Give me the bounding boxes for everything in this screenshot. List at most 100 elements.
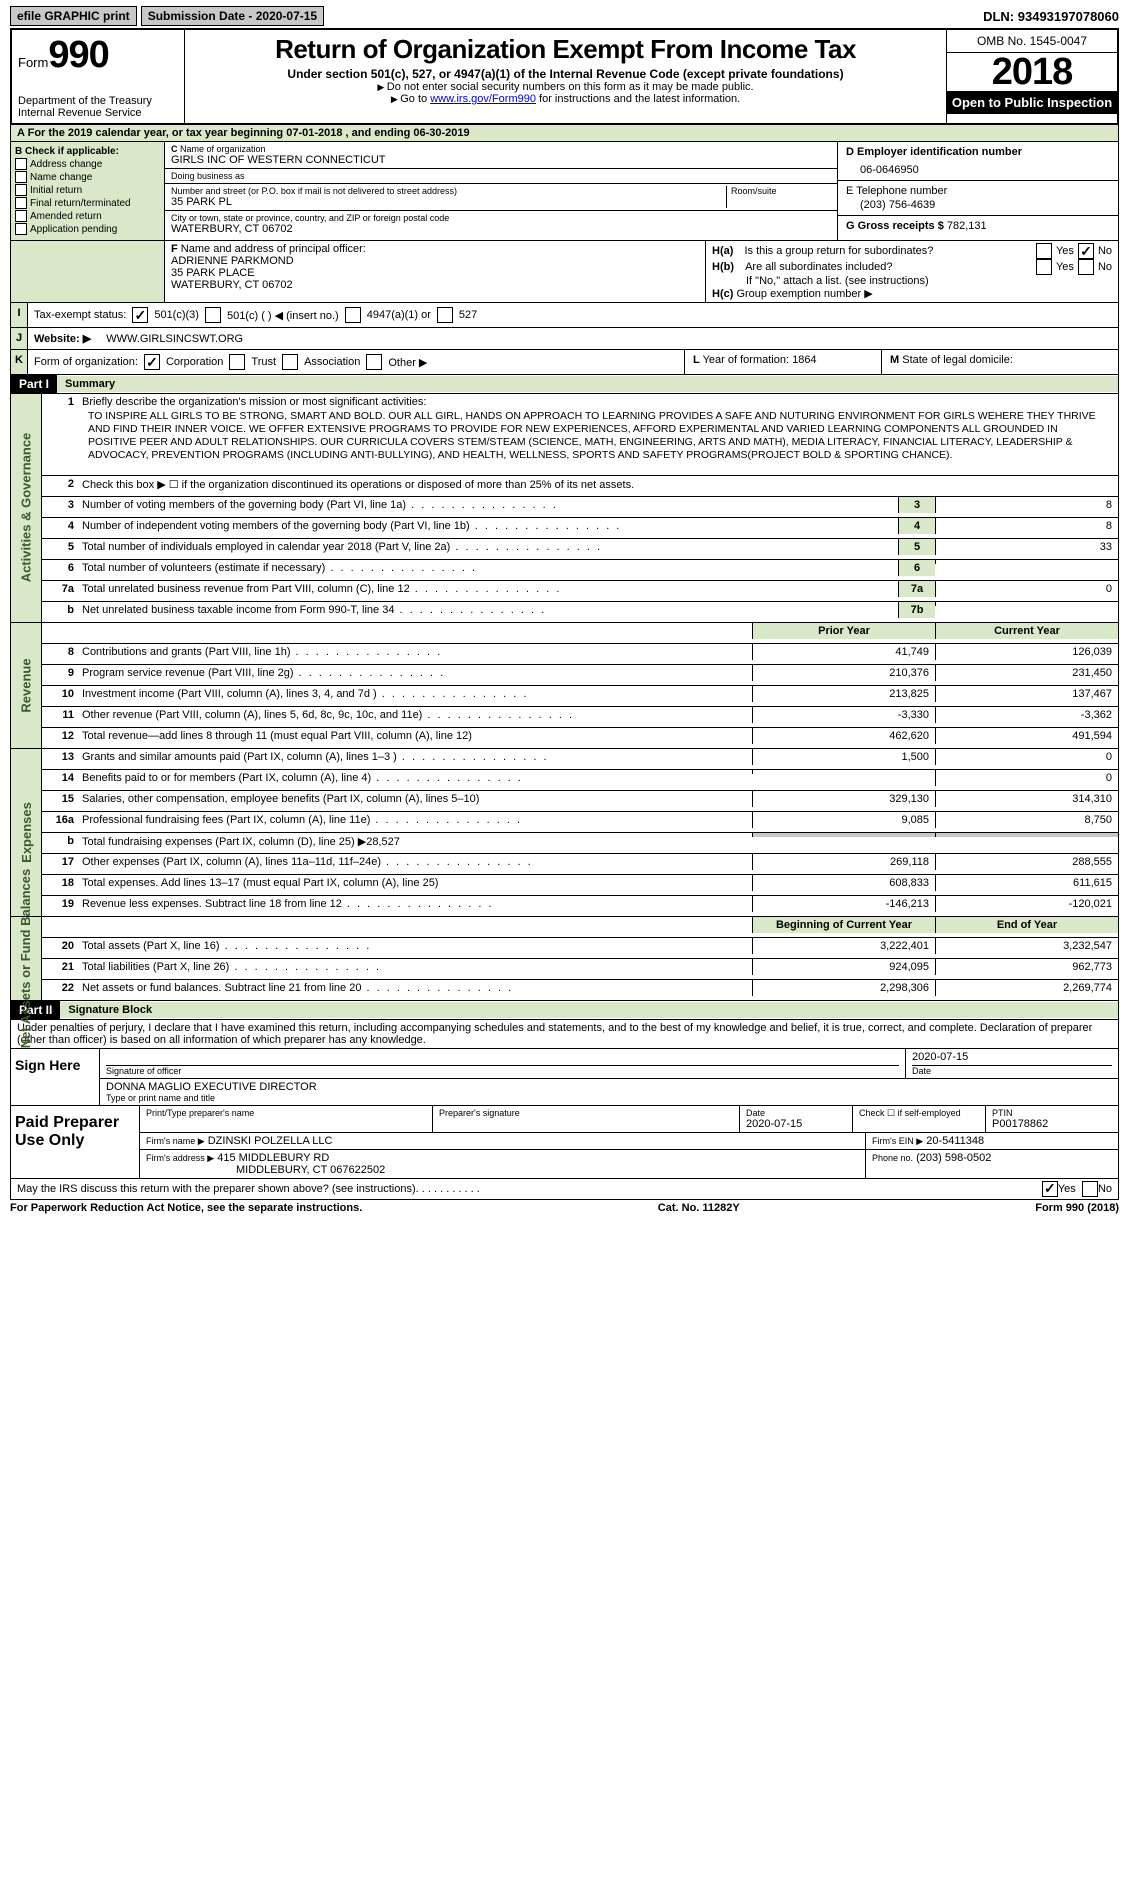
chk-final-return[interactable]: Final return/terminated bbox=[15, 197, 160, 209]
j-website: WWW.GIRLSINCSWT.ORG bbox=[106, 333, 243, 345]
discuss-no-box[interactable] bbox=[1082, 1181, 1098, 1197]
line-14: 14Benefits paid to or for members (Part … bbox=[42, 769, 1118, 790]
lbl-amended-return: Amended return bbox=[30, 211, 102, 222]
firm-ein-label: Firm's EIN ▶ bbox=[872, 1136, 923, 1146]
chk-amended-return[interactable]: Amended return bbox=[15, 210, 160, 222]
v5: 33 bbox=[935, 539, 1118, 555]
p14 bbox=[752, 770, 935, 774]
i-501c-box[interactable] bbox=[205, 307, 221, 323]
n14: 14 bbox=[42, 770, 78, 786]
lbl-address-change: Address change bbox=[30, 159, 102, 170]
perjury-text: Under penalties of perjury, I declare th… bbox=[11, 1020, 1118, 1048]
line-a-tax-year: A For the 2019 calendar year, or tax yea… bbox=[10, 125, 1119, 142]
a-text-pre: For the 2019 calendar year, or tax year … bbox=[28, 127, 287, 139]
v7b bbox=[935, 602, 1118, 606]
sign-here-row: Sign Here Signature of officer 2020-07-1… bbox=[11, 1048, 1118, 1105]
part-i-title: Summary bbox=[57, 376, 1118, 392]
hb-no-box[interactable] bbox=[1078, 259, 1094, 275]
ptin-value: P00178862 bbox=[992, 1118, 1112, 1130]
dept-treasury: Department of the Treasury bbox=[18, 95, 178, 107]
form-number: Form990 bbox=[18, 34, 178, 77]
firm-addr2: MIDDLEBURY, CT 067622502 bbox=[146, 1164, 859, 1176]
n4: 4 bbox=[42, 518, 78, 534]
i-527-box[interactable] bbox=[437, 307, 453, 323]
n22: 22 bbox=[42, 980, 78, 996]
line-8: 8Contributions and grants (Part VIII, li… bbox=[42, 643, 1118, 664]
e21: 962,773 bbox=[935, 959, 1118, 975]
ha-no-box[interactable]: ✓ bbox=[1078, 243, 1094, 259]
na-header: Beginning of Current Year End of Year bbox=[42, 917, 1118, 937]
efile-print-button[interactable]: efile GRAPHIC print bbox=[10, 6, 137, 26]
l-label: Year of formation: bbox=[703, 354, 789, 366]
e-phone-cell: E Telephone number (203) 756-4639 bbox=[838, 181, 1118, 216]
p12: 462,620 bbox=[752, 728, 935, 744]
k-corp-box[interactable]: ✓ bbox=[144, 354, 160, 370]
nc6: 6 bbox=[898, 560, 935, 576]
a-mid: , and ending bbox=[342, 127, 413, 139]
k-assoc: Association bbox=[304, 356, 360, 368]
part-ii-title: Signature Block bbox=[60, 1002, 1118, 1018]
hc-text: Group exemption number ▶ bbox=[736, 288, 872, 300]
hb-text: Are all subordinates included? bbox=[745, 261, 1032, 273]
n12: 12 bbox=[42, 728, 78, 744]
footer-right: Form 990 (2018) bbox=[1035, 1202, 1119, 1214]
p10: 213,825 bbox=[752, 686, 935, 702]
link-note-pre: Go to bbox=[400, 93, 430, 105]
chk-name-change[interactable]: Name change bbox=[15, 171, 160, 183]
k-trust-box[interactable] bbox=[229, 354, 245, 370]
nc7a: 7a bbox=[898, 581, 935, 597]
section-expenses: Expenses 13Grants and similar amounts pa… bbox=[10, 749, 1119, 917]
submission-date-badge: Submission Date - 2020-07-15 bbox=[141, 6, 324, 26]
part-i-badge: Part I bbox=[11, 375, 57, 393]
c-city-label: City or town, state or province, country… bbox=[171, 213, 831, 223]
line-9: 9Program service revenue (Part VIII, lin… bbox=[42, 664, 1118, 685]
line-18: 18Total expenses. Add lines 13–17 (must … bbox=[42, 874, 1118, 895]
ag-body: 1 Briefly describe the organization's mi… bbox=[42, 394, 1118, 622]
c-name-cell: C Name of organization GIRLS INC OF WEST… bbox=[165, 142, 837, 169]
n1: 1 bbox=[42, 394, 78, 410]
e-value: (203) 756-4639 bbox=[860, 199, 1110, 211]
irs: Internal Revenue Service bbox=[18, 107, 178, 119]
footer: For Paperwork Reduction Act Notice, see … bbox=[10, 1200, 1119, 1216]
n16a: 16a bbox=[42, 812, 78, 828]
dln-label: DLN: bbox=[983, 9, 1018, 24]
line-12: 12Total revenue—add lines 8 through 11 (… bbox=[42, 727, 1118, 748]
i-501c3-box[interactable]: ✓ bbox=[132, 307, 148, 323]
ha-yes-box[interactable] bbox=[1036, 243, 1052, 259]
hb-yes-box[interactable] bbox=[1036, 259, 1052, 275]
preparer-line-1: Print/Type preparer's name Preparer's si… bbox=[140, 1106, 1118, 1132]
n19: 19 bbox=[42, 896, 78, 912]
mission-text: TO INSPIRE ALL GIRLS TO BE STRONG, SMART… bbox=[82, 408, 1114, 473]
g-value: 782,131 bbox=[947, 220, 987, 232]
ha-no-label: No bbox=[1098, 245, 1112, 257]
current-year-label: Current Year bbox=[935, 623, 1118, 639]
c12: 491,594 bbox=[935, 728, 1118, 744]
officer-name-title: DONNA MAGLIO EXECUTIVE DIRECTOR bbox=[106, 1081, 1112, 1093]
c13: 0 bbox=[935, 749, 1118, 765]
v3: 8 bbox=[935, 497, 1118, 513]
form-title: Return of Organization Exempt From Incom… bbox=[195, 34, 936, 65]
p18: 608,833 bbox=[752, 875, 935, 891]
p8: 41,749 bbox=[752, 644, 935, 660]
b21: 924,095 bbox=[752, 959, 935, 975]
c-name-label: Name of organization bbox=[180, 144, 266, 154]
form-subtitle: Under section 501(c), 527, or 4947(a)(1)… bbox=[195, 67, 936, 81]
line-j: J Website: ▶ WWW.GIRLSINCSWT.ORG bbox=[10, 328, 1119, 350]
officer-sig-date: 2020-07-15 bbox=[912, 1051, 1112, 1066]
paid-preparer-body: Print/Type preparer's name Preparer's si… bbox=[139, 1106, 1118, 1178]
discuss-yes-box[interactable]: ✓ bbox=[1042, 1181, 1058, 1197]
n6: 6 bbox=[42, 560, 78, 576]
header-center: Return of Organization Exempt From Incom… bbox=[185, 30, 946, 123]
irs-form990-link[interactable]: www.irs.gov/Form990 bbox=[430, 93, 536, 105]
i-4947-box[interactable] bbox=[345, 307, 361, 323]
k-other-box[interactable] bbox=[366, 354, 382, 370]
discuss-yes-label: Yes bbox=[1058, 1183, 1076, 1195]
hb-line: H(b) Are all subordinates included? Yes … bbox=[712, 259, 1112, 275]
chk-initial-return[interactable]: Initial return bbox=[15, 184, 160, 196]
k-assoc-box[interactable] bbox=[282, 354, 298, 370]
k-other: Other ▶ bbox=[388, 356, 427, 369]
chk-application-pending[interactable]: Application pending bbox=[15, 223, 160, 235]
m-cell: M State of legal domicile: bbox=[881, 350, 1118, 374]
chk-address-change[interactable]: Address change bbox=[15, 158, 160, 170]
firm-addr-label: Firm's address ▶ bbox=[146, 1153, 214, 1163]
